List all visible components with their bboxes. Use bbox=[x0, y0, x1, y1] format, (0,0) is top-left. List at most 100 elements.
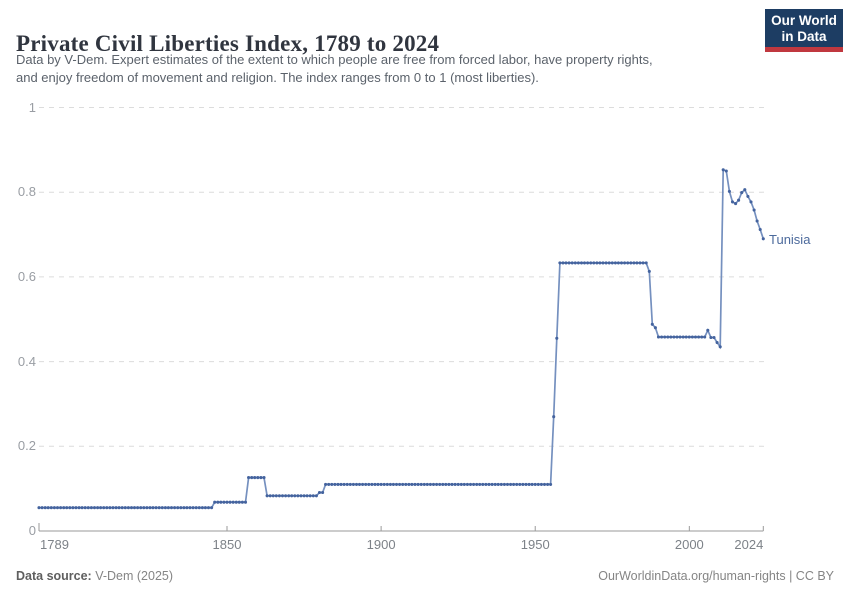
data-point bbox=[132, 506, 137, 510]
data-point bbox=[308, 494, 312, 498]
data-point bbox=[361, 482, 365, 486]
data-point bbox=[324, 482, 328, 486]
footer-citation-link[interactable]: OurWorldinData.org/human-rights | CC BY bbox=[598, 569, 834, 583]
x-axis-label-2024: 2024 bbox=[734, 537, 764, 552]
data-point bbox=[515, 482, 519, 486]
data-point bbox=[305, 494, 309, 498]
data-point bbox=[385, 482, 389, 486]
data-point bbox=[613, 261, 617, 265]
data-point bbox=[724, 169, 728, 173]
data-point bbox=[327, 482, 331, 486]
data-point bbox=[419, 482, 423, 486]
data-point bbox=[253, 476, 257, 480]
data-point bbox=[564, 261, 568, 265]
data-point bbox=[428, 482, 432, 486]
data-point bbox=[89, 506, 93, 510]
data-point bbox=[626, 261, 630, 265]
data-point bbox=[546, 482, 550, 486]
data-source-note: Data source: V-Dem (2025) bbox=[16, 569, 173, 583]
data-point bbox=[210, 506, 214, 510]
x-axis-label-2000: 2000 bbox=[674, 537, 704, 552]
data-point bbox=[703, 335, 707, 339]
data-point bbox=[758, 227, 762, 232]
data-point bbox=[509, 482, 513, 486]
data-point bbox=[669, 335, 673, 339]
data-point bbox=[536, 482, 540, 486]
data-point bbox=[287, 494, 291, 498]
data-point bbox=[693, 335, 698, 339]
data-point bbox=[644, 261, 648, 265]
x-axis-label-1900: 1900 bbox=[366, 537, 396, 552]
data-point bbox=[675, 335, 679, 339]
data-point bbox=[247, 476, 251, 480]
data-point bbox=[684, 335, 688, 339]
data-point bbox=[206, 506, 211, 510]
data-point bbox=[200, 506, 204, 510]
owid-logo[interactable]: Our World in Data bbox=[765, 9, 843, 52]
data-point bbox=[336, 482, 340, 486]
data-point bbox=[154, 506, 158, 510]
data-point bbox=[179, 506, 183, 510]
data-point bbox=[422, 482, 426, 486]
data-point bbox=[68, 506, 72, 510]
data-point bbox=[398, 482, 402, 486]
data-point bbox=[697, 335, 701, 339]
data-point bbox=[169, 506, 174, 510]
data-point bbox=[52, 506, 56, 510]
data-point bbox=[234, 500, 238, 504]
data-point bbox=[755, 219, 759, 223]
data-point bbox=[746, 194, 750, 198]
data-point bbox=[462, 482, 466, 486]
data-point bbox=[407, 482, 411, 486]
data-point bbox=[108, 506, 112, 510]
data-point bbox=[570, 261, 574, 265]
y-axis-label-0.2: 0.2 bbox=[17, 438, 36, 454]
data-point bbox=[302, 494, 306, 498]
data-point bbox=[604, 261, 608, 265]
data-point bbox=[616, 261, 620, 265]
data-point bbox=[435, 482, 439, 486]
data-point bbox=[512, 482, 516, 486]
data-point bbox=[653, 326, 657, 330]
y-axis-label-0.8: 0.8 bbox=[17, 184, 36, 200]
data-point bbox=[157, 506, 161, 510]
page-subtitle: Data by V-Dem. Expert estimates of the e… bbox=[16, 51, 776, 87]
data-point bbox=[225, 500, 229, 504]
data-point bbox=[487, 482, 491, 486]
data-point bbox=[567, 261, 571, 265]
data-point bbox=[37, 506, 41, 510]
data-point bbox=[734, 202, 738, 206]
data-point bbox=[629, 261, 633, 265]
data-point bbox=[592, 261, 596, 265]
data-point bbox=[271, 494, 275, 498]
data-point bbox=[561, 261, 565, 265]
data-point bbox=[447, 482, 451, 486]
data-point bbox=[391, 482, 395, 486]
data-point bbox=[687, 335, 691, 339]
data-point bbox=[314, 494, 318, 498]
data-point bbox=[468, 482, 473, 486]
x-axis-label-1789: 1789 bbox=[40, 537, 69, 552]
data-point bbox=[635, 261, 639, 265]
data-point bbox=[607, 261, 611, 265]
data-point bbox=[80, 506, 84, 510]
data-point bbox=[274, 494, 278, 498]
data-point bbox=[401, 482, 405, 486]
data-point bbox=[148, 506, 152, 510]
data-point bbox=[173, 506, 177, 510]
data-point bbox=[586, 261, 590, 265]
data-point bbox=[465, 482, 469, 486]
data-point bbox=[197, 506, 201, 510]
data-point bbox=[129, 506, 134, 510]
data-point bbox=[65, 506, 69, 510]
data-point bbox=[444, 482, 448, 486]
y-axis-label-0.6: 0.6 bbox=[17, 268, 36, 284]
entity-label-tunisia[interactable]: Tunisia bbox=[769, 232, 811, 247]
data-point bbox=[530, 482, 534, 486]
data-point bbox=[321, 490, 325, 495]
data-point bbox=[521, 482, 525, 486]
data-point bbox=[86, 506, 90, 510]
data-point bbox=[382, 482, 386, 486]
